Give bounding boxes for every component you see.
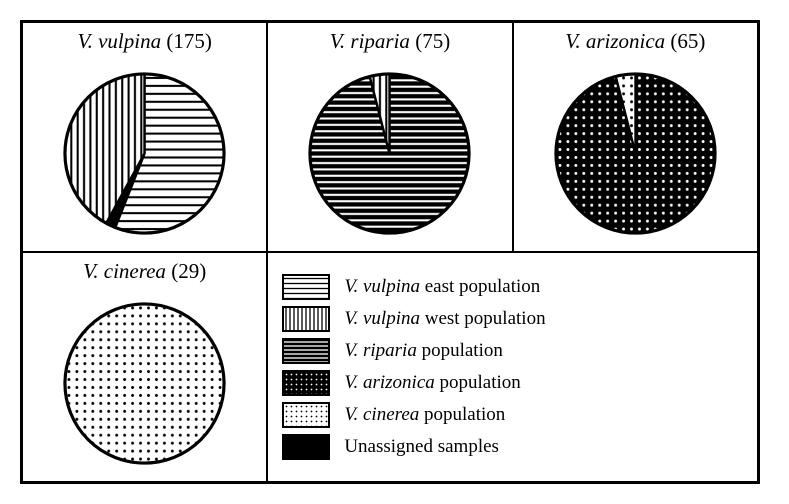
panel-vulpina: V. vulpina (175) xyxy=(22,22,267,252)
panel-title-riparia: V. riparia (75) xyxy=(330,23,450,56)
legend-row: V. vulpina east population xyxy=(282,274,743,300)
pie-wrap xyxy=(23,56,266,251)
legend-label: V. cinerea population xyxy=(344,404,505,426)
legend-label: Unassigned samples xyxy=(344,436,499,458)
pie-vulpina xyxy=(57,66,232,241)
panel-title-arizonica: V. arizonica (65) xyxy=(565,23,705,56)
title-count: (75) xyxy=(415,29,450,53)
panel-riparia: V. riparia (75) xyxy=(267,22,512,252)
legend-row: Unassigned samples xyxy=(282,434,743,460)
legend-row: V. arizonica population xyxy=(282,370,743,396)
legend-swatch xyxy=(282,434,330,460)
panel-arizonica: V. arizonica (65) xyxy=(513,22,758,252)
panel-cinerea: V. cinerea (29) xyxy=(22,252,267,482)
title-sci: V. cinerea xyxy=(83,259,166,283)
pie-arizonica xyxy=(548,66,723,241)
legend-swatch xyxy=(282,338,330,364)
pie-cinerea xyxy=(57,296,232,471)
pie-wrap xyxy=(23,286,266,481)
figure: V. vulpina (175) V. riparia (75) V. ariz… xyxy=(20,20,760,484)
legend-label: V. vulpina west population xyxy=(344,308,545,330)
legend-panel: V. vulpina east population V. vulpina wes… xyxy=(267,252,758,482)
legend-swatch xyxy=(282,402,330,428)
legend-row: V. cinerea population xyxy=(282,402,743,428)
legend-swatch xyxy=(282,274,330,300)
title-count: (175) xyxy=(166,29,212,53)
legend-label: V. arizonica population xyxy=(344,372,520,394)
title-count: (29) xyxy=(171,259,206,283)
pie-wrap xyxy=(514,56,757,251)
pie-riparia xyxy=(302,66,477,241)
legend-row: V. riparia population xyxy=(282,338,743,364)
title-sci: V. vulpina xyxy=(77,29,161,53)
legend-swatch xyxy=(282,306,330,332)
legend-label: V. riparia population xyxy=(344,340,503,362)
title-count: (65) xyxy=(670,29,705,53)
panel-title-cinerea: V. cinerea (29) xyxy=(83,253,206,286)
legend-label: V. vulpina east population xyxy=(344,276,540,298)
legend-row: V. vulpina west population xyxy=(282,306,743,332)
title-sci: V. arizonica xyxy=(565,29,665,53)
panel-title-vulpina: V. vulpina (175) xyxy=(77,23,211,56)
legend-swatch xyxy=(282,370,330,396)
pie-wrap xyxy=(268,56,511,251)
title-sci: V. riparia xyxy=(330,29,410,53)
